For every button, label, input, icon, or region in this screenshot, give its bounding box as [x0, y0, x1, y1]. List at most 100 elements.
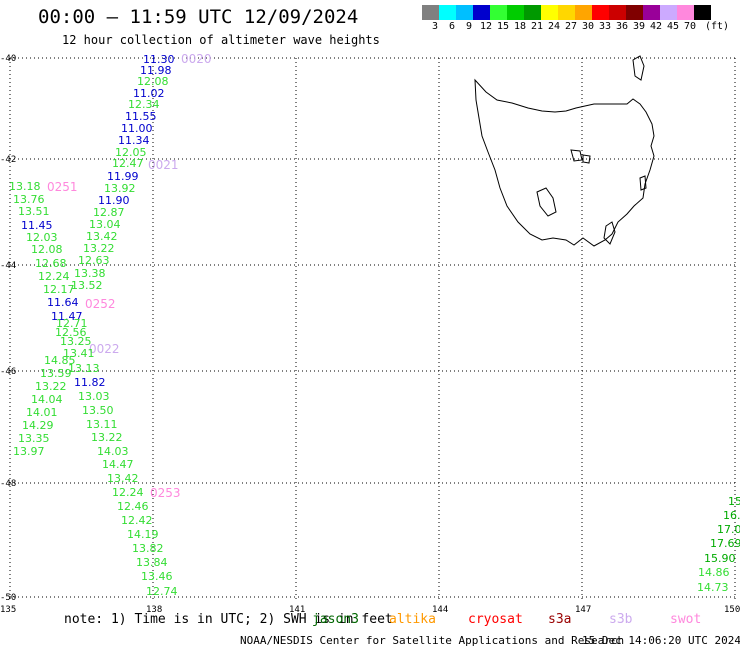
footnote: note: 1) Time is in UTC; 2) SWH is in fe… [64, 612, 393, 627]
credit-line: NOAA/NESDIS Center for Satellite Applica… [240, 634, 625, 647]
wave-height-value: 13.03 [78, 390, 110, 403]
map-title: 00:00 – 11:59 UTC 12/09/2024 [38, 6, 359, 28]
longitude-label: 150 [724, 605, 740, 615]
macquarie-harbour [536, 187, 557, 217]
wave-height-value: 14.19 [127, 528, 159, 541]
wave-height-value: 12.42 [121, 514, 153, 527]
colorbar-label: 39 [633, 21, 646, 32]
wave-height-value: 13.22 [35, 380, 67, 393]
wave-height-value: 13.38 [74, 267, 106, 280]
wave-height-value: 12.24 [38, 270, 70, 283]
wave-height-value: 13.42 [86, 230, 118, 243]
tasmania-mainland [474, 78, 655, 247]
wave-height-value: 11.55 [125, 110, 157, 123]
colorbar-label: 3 [432, 21, 439, 32]
wave-height-value: 14.04 [31, 393, 63, 406]
wave-height-value: 16. [723, 509, 740, 522]
satellite-legend-item: jason3 [312, 612, 359, 627]
wave-height-value: 11.30 [143, 53, 175, 66]
wave-height-value: 13.22 [83, 242, 115, 255]
wave-height-value: 14.29 [22, 419, 54, 432]
wave-height-value: 13.50 [82, 404, 114, 417]
wave-height-value: 12.74 [146, 585, 178, 598]
wave-height-value: 13.51 [18, 205, 50, 218]
wave-height-value: 14.73 [697, 581, 729, 594]
colorbar-swatch [660, 5, 677, 20]
colorbar-label: 6 [449, 21, 456, 32]
colorbar-label: 21 [531, 21, 544, 32]
wave-height-value: 13.59 [40, 367, 72, 380]
wave-height-value: 12.34 [128, 98, 160, 111]
wave-height-value: 13.52 [71, 279, 103, 292]
wave-height-value: 13.04 [89, 218, 121, 231]
wave-height-value: 11.45 [21, 219, 53, 232]
wave-height-value: 17.69 [710, 537, 740, 550]
wave-height-value: 13.18 [9, 180, 41, 193]
longitude-label: 144 [432, 605, 448, 615]
colorbar-swatch [422, 5, 439, 20]
maria-island [639, 175, 647, 191]
wave-height-colorbar [422, 5, 711, 20]
colorbar-label: 70 [684, 21, 697, 32]
wave-height-value: 13.84 [136, 556, 168, 569]
colorbar-swatch [694, 5, 711, 20]
lake-1 [570, 149, 583, 162]
colorbar-label: 42 [650, 21, 663, 32]
wave-height-value: 11.00 [121, 122, 153, 135]
longitude-label: 135 [0, 605, 16, 615]
satellite-legend-item: s3b [609, 612, 633, 627]
pass-time-label: 0253 [150, 486, 181, 500]
tasmania-coastline [474, 55, 655, 247]
wave-height-value: 14.86 [698, 566, 730, 579]
wave-height-value: 13.82 [132, 542, 164, 555]
wave-height-value: 13.42 [107, 472, 139, 485]
wave-height-value: 12.87 [93, 206, 125, 219]
generation-time: 15 Dec 14:06:20 UTC 2024 [582, 634, 740, 647]
wave-height-value: 12.63 [78, 254, 110, 267]
longitude-label: 138 [146, 605, 162, 615]
satellite-legend-item: s3a [548, 612, 572, 627]
colorbar-swatch [575, 5, 592, 20]
colorbar-swatch [524, 5, 541, 20]
wave-height-value: 12.08 [31, 243, 63, 256]
wave-height-value: 14.01 [26, 406, 58, 419]
colorbar-swatch [677, 5, 694, 20]
wave-height-value: 13.92 [104, 182, 136, 195]
pass-time-label: 0251 [47, 180, 78, 194]
latitude-label: -48 [0, 479, 16, 489]
wave-height-value: 11.64 [47, 296, 79, 309]
lake-2 [582, 154, 591, 164]
longitude-label: 141 [289, 605, 305, 615]
longitude-label: 147 [575, 605, 591, 615]
satellite-legend-item: cryosat [468, 612, 523, 627]
colorbar-label: 24 [548, 21, 561, 32]
wave-height-value: 15. [728, 495, 740, 508]
wave-height-value: 13.46 [141, 570, 173, 583]
colorbar-swatch [456, 5, 473, 20]
lat-lon-grid: -40 -42 -44 -46 -48 -50 135 138 141 144 147 150 [0, 54, 740, 615]
colorbar-label: 9 [466, 21, 473, 32]
latitude-label: -46 [0, 367, 16, 377]
wave-height-value: 12.08 [137, 75, 169, 88]
wave-height-value: 11.34 [118, 134, 150, 147]
colorbar-swatch [507, 5, 524, 20]
colorbar-swatch [643, 5, 660, 20]
colorbar-label: 15 [497, 21, 510, 32]
latitude-label: -50 [0, 593, 16, 603]
pass-time-label: 0021 [148, 158, 179, 172]
wave-height-value: 11.82 [74, 376, 106, 389]
flinders-island [632, 55, 645, 81]
colorbar-label: 30 [582, 21, 595, 32]
wave-height-value: 14.03 [97, 445, 129, 458]
wave-height-value: 12.46 [117, 500, 149, 513]
colorbar-swatch [439, 5, 456, 20]
map-subtitle: 12 hour collection of altimeter wave hei… [62, 33, 380, 47]
wave-height-value: 12.03 [26, 231, 58, 244]
colorbar-swatch [626, 5, 643, 20]
latitude-label: -44 [0, 261, 16, 271]
pass-time-label: 0022 [89, 342, 120, 356]
wave-height-value: 11.47 [51, 310, 83, 323]
wave-height-value: 13.35 [18, 432, 50, 445]
satellite-legend-item: altika [389, 612, 436, 627]
wave-height-value: 12.47 [112, 157, 144, 170]
